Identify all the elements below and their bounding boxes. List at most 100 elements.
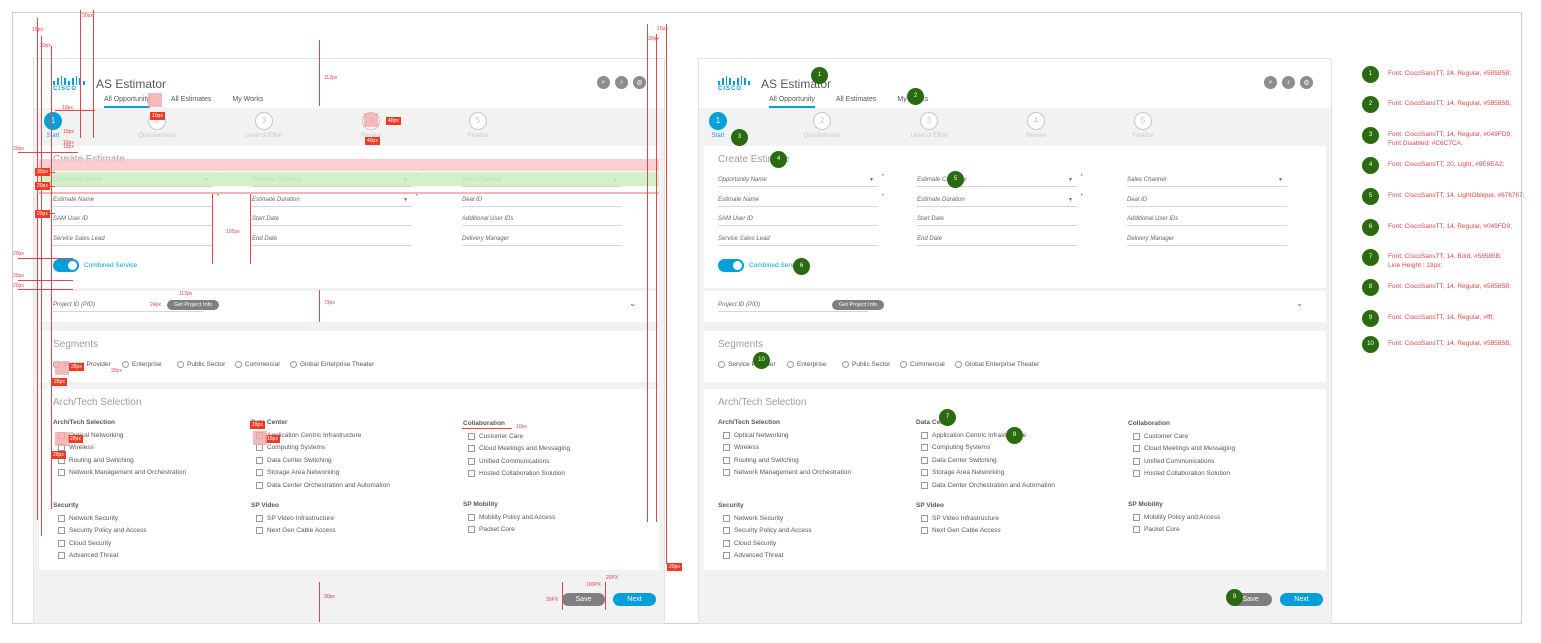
checkbox-box[interactable]: [723, 456, 730, 464]
sam-user-id-field[interactable]: SAM User ID: [53, 216, 213, 226]
start-date-field[interactable]: Start Date: [917, 216, 1077, 226]
radio-circle[interactable]: [290, 361, 297, 368]
estimate-name-field[interactable]: Estimate Name *: [718, 194, 884, 207]
project-id-field[interactable]: Project ID (PID): [718, 302, 868, 312]
checkbox-box[interactable]: [256, 527, 263, 535]
checkbox-box[interactable]: [723, 515, 730, 522]
combined-service-toggle[interactable]: [718, 259, 744, 272]
checkbox-box[interactable]: [1133, 514, 1140, 521]
checkbox-box[interactable]: [256, 481, 263, 489]
delivery-manager-field[interactable]: Delivery Manager: [1127, 236, 1287, 246]
checkbox-box[interactable]: [468, 470, 475, 478]
nav-item-all-estimates[interactable]: All Estimates: [835, 96, 877, 103]
step-1[interactable]: 1 Start: [699, 112, 753, 139]
nav-item-all-estimates[interactable]: All Estimates: [170, 96, 212, 103]
checkbox-next-gen-cable-access[interactable]: Next Gen Cable Access: [921, 527, 1001, 535]
service-sales-lead-field[interactable]: Service Sales Lead: [53, 236, 213, 246]
checkbox-advanced-threat[interactable]: Advanced Threat: [58, 552, 118, 560]
checkbox-data-center-orchestration-and-automation[interactable]: Data Center Orchestration and Automation: [921, 481, 1055, 489]
search-icon[interactable]: ⌕: [597, 76, 610, 89]
checkbox-box[interactable]: [468, 445, 475, 453]
checkbox-data-center-switching[interactable]: Data Center Switching: [256, 456, 332, 464]
estimate-name-field[interactable]: Estimate Name *: [53, 194, 219, 207]
checkbox-advanced-threat[interactable]: Advanced Threat: [723, 552, 783, 560]
checkbox-data-center-orchestration-and-automation[interactable]: Data Center Orchestration and Automation: [256, 481, 390, 489]
delivery-manager-field[interactable]: Delivery Manager: [462, 236, 622, 246]
checkbox-box[interactable]: [1133, 457, 1140, 465]
checkbox-sp-video-infrastructure[interactable]: SP Video Infrastructure: [256, 515, 334, 522]
checkbox-application-centric-infrastructure[interactable]: Application Centric Infrastructure: [921, 432, 1026, 439]
radio-circle[interactable]: [122, 361, 129, 368]
segment-radio-commercial[interactable]: Commercial: [235, 361, 280, 368]
checkbox-computing-systems[interactable]: Computing Systems: [256, 444, 325, 452]
nav-item-all-opportunity[interactable]: All Opportunity: [769, 96, 815, 108]
bell-icon[interactable]: ♪: [1282, 76, 1295, 89]
segment-radio-service-provider[interactable]: Service Provider: [718, 361, 776, 368]
nav-item-my-works[interactable]: My Works: [232, 96, 264, 103]
sam-user-id-field[interactable]: SAM User ID: [718, 216, 878, 226]
checkbox-box[interactable]: [58, 539, 65, 547]
checkbox-network-management-and-orchestration[interactable]: Network Management and Orchestration: [723, 469, 851, 477]
gear-icon[interactable]: ⚙: [1300, 76, 1313, 89]
checkbox-hosted-collaboration-solution[interactable]: Hosted Collaboration Solution: [468, 470, 565, 478]
checkbox-box[interactable]: [723, 469, 730, 477]
checkbox-hosted-collaboration-solution[interactable]: Hosted Collaboration Solution: [1133, 470, 1230, 478]
step-1[interactable]: 1 Start: [34, 112, 88, 139]
segment-radio-global-enterprise-theater[interactable]: Global Enterprise Theater: [955, 361, 1039, 368]
checkbox-box[interactable]: [468, 526, 475, 534]
checkbox-cloud-security[interactable]: Cloud Security: [58, 539, 111, 547]
next-button[interactable]: Next: [1280, 593, 1323, 606]
step-2[interactable]: 2 Questionnaire: [787, 112, 857, 139]
segment-radio-enterprise[interactable]: Enterprise: [787, 361, 827, 368]
opportunity-name-field[interactable]: Opportunity Name ▼ *: [718, 174, 884, 187]
checkbox-box[interactable]: [256, 515, 263, 522]
checkbox-box[interactable]: [921, 444, 928, 452]
step-3[interactable]: 3 Level of Effort: [894, 112, 964, 139]
checkbox-box[interactable]: [723, 552, 730, 560]
checkbox-unified-communications[interactable]: Unified Communications: [468, 457, 549, 465]
checkbox-security-policy-and-access[interactable]: Security Policy and Access: [723, 527, 812, 535]
checkbox-box[interactable]: [256, 456, 263, 464]
checkbox-box[interactable]: [468, 433, 475, 440]
start-date-field[interactable]: Start Date: [252, 216, 412, 226]
checkbox-network-security[interactable]: Network Security: [723, 515, 783, 522]
segment-radio-global-enterprise-theater[interactable]: Global Enterprise Theater: [290, 361, 374, 368]
end-date-field[interactable]: End Date: [252, 236, 412, 246]
checkbox-box[interactable]: [1133, 433, 1140, 440]
checkbox-cloud-meetings-and-messaging[interactable]: Cloud Meetings and Messaging: [1133, 445, 1235, 453]
get-project-info-button[interactable]: Get Project Info: [832, 300, 885, 310]
checkbox-next-gen-cable-access[interactable]: Next Gen Cable Access: [256, 527, 336, 535]
checkbox-box[interactable]: [58, 469, 65, 477]
checkbox-box[interactable]: [723, 539, 730, 547]
checkbox-box[interactable]: [1133, 445, 1140, 453]
checkbox-box[interactable]: [723, 527, 730, 535]
radio-circle[interactable]: [842, 361, 849, 368]
deal-id-field[interactable]: Deal ID: [462, 197, 622, 207]
step-5[interactable]: 5 Finalize: [443, 112, 513, 139]
checkbox-optical-networking[interactable]: Optical Networking: [723, 432, 789, 439]
save-button[interactable]: Save: [562, 593, 605, 606]
checkbox-packet-core[interactable]: Packet Core: [1133, 526, 1180, 534]
checkbox-data-center-switching[interactable]: Data Center Switching: [921, 456, 997, 464]
checkbox-box[interactable]: [921, 481, 928, 489]
segment-radio-public-sector[interactable]: Public Sector: [177, 361, 225, 368]
checkbox-box[interactable]: [58, 515, 65, 522]
checkbox-box[interactable]: [256, 444, 263, 452]
checkbox-box[interactable]: [1133, 526, 1140, 534]
checkbox-box[interactable]: [921, 469, 928, 477]
chevron-down-icon[interactable]: ⌄: [629, 299, 636, 308]
chevron-down-icon[interactable]: ⌄: [1296, 299, 1303, 308]
project-id-field[interactable]: Project ID (PID): [53, 302, 203, 312]
estimate-currency-field[interactable]: Estimate Currency ▼ *: [917, 174, 1083, 187]
checkbox-cloud-security[interactable]: Cloud Security: [723, 539, 776, 547]
checkbox-unified-communications[interactable]: Unified Communications: [1133, 457, 1214, 465]
checkbox-box[interactable]: [1133, 470, 1140, 478]
checkbox-customer-care[interactable]: Customer Care: [468, 433, 523, 440]
checkbox-routing-and-switching[interactable]: Routing and Switching: [723, 456, 799, 464]
checkbox-security-policy-and-access[interactable]: Security Policy and Access: [58, 527, 147, 535]
checkbox-network-security[interactable]: Network Security: [58, 515, 118, 522]
checkbox-box[interactable]: [921, 432, 928, 439]
estimate-duration-field[interactable]: Estimate Duration ▼ *: [917, 194, 1083, 207]
end-date-field[interactable]: End Date: [917, 236, 1077, 246]
gear-icon[interactable]: ⚙: [633, 76, 646, 89]
